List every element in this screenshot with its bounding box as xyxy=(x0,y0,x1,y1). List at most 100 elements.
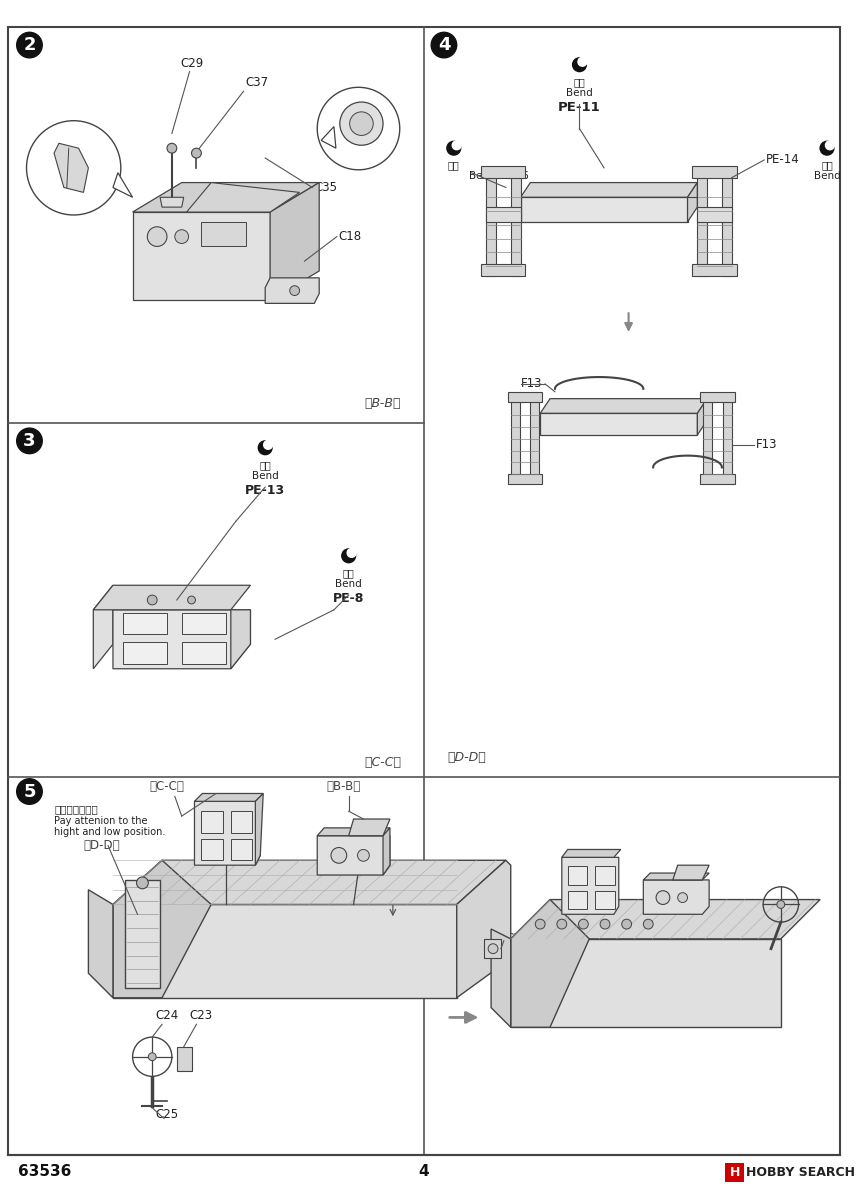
Text: 《D-D》: 《D-D》 xyxy=(447,751,486,763)
Polygon shape xyxy=(88,889,113,997)
Polygon shape xyxy=(177,1046,192,1072)
Text: PE-11: PE-11 xyxy=(558,101,601,114)
Text: Bend: Bend xyxy=(566,89,593,98)
Polygon shape xyxy=(688,182,697,222)
Circle shape xyxy=(578,58,587,66)
Text: F13: F13 xyxy=(756,438,778,451)
Circle shape xyxy=(452,140,461,150)
Text: PE-14: PE-14 xyxy=(766,154,800,167)
Circle shape xyxy=(656,890,670,905)
Polygon shape xyxy=(194,793,263,802)
Circle shape xyxy=(557,919,567,929)
Polygon shape xyxy=(595,890,614,910)
Polygon shape xyxy=(673,865,709,880)
Circle shape xyxy=(573,58,586,72)
Text: 弯曲: 弯曲 xyxy=(574,78,585,88)
Polygon shape xyxy=(540,413,697,434)
Circle shape xyxy=(167,143,177,154)
Circle shape xyxy=(600,919,610,929)
Polygon shape xyxy=(507,474,542,484)
Text: 弯曲: 弯曲 xyxy=(343,569,355,578)
Text: 弯曲: 弯曲 xyxy=(259,461,271,470)
Polygon shape xyxy=(230,839,252,860)
Text: C23: C23 xyxy=(190,1009,213,1022)
Circle shape xyxy=(357,850,369,862)
Polygon shape xyxy=(511,168,520,276)
Polygon shape xyxy=(484,938,501,959)
Text: C24: C24 xyxy=(155,1009,179,1022)
Polygon shape xyxy=(194,802,261,865)
Polygon shape xyxy=(349,820,390,835)
Circle shape xyxy=(342,548,356,563)
Polygon shape xyxy=(457,860,511,997)
Circle shape xyxy=(187,596,195,604)
Polygon shape xyxy=(568,866,588,884)
Polygon shape xyxy=(540,398,707,413)
Circle shape xyxy=(432,32,457,58)
Circle shape xyxy=(643,919,653,929)
Polygon shape xyxy=(161,197,184,208)
Polygon shape xyxy=(113,860,211,997)
Circle shape xyxy=(192,148,201,158)
Circle shape xyxy=(258,440,272,455)
Text: 弯曲: 弯曲 xyxy=(821,160,833,170)
Circle shape xyxy=(820,142,834,155)
Polygon shape xyxy=(700,474,734,484)
Circle shape xyxy=(16,779,42,804)
Polygon shape xyxy=(692,166,737,178)
Text: A1: A1 xyxy=(407,874,423,887)
Polygon shape xyxy=(511,394,520,482)
Circle shape xyxy=(340,102,383,145)
Text: Bend: Bend xyxy=(336,580,362,589)
Polygon shape xyxy=(511,900,589,1027)
Polygon shape xyxy=(123,613,167,635)
Circle shape xyxy=(148,1052,156,1061)
Circle shape xyxy=(621,919,632,929)
Circle shape xyxy=(777,900,784,908)
Text: Bend: Bend xyxy=(252,472,279,481)
Polygon shape xyxy=(113,173,133,197)
Circle shape xyxy=(290,286,299,295)
Circle shape xyxy=(450,142,461,151)
Text: C35: C35 xyxy=(314,181,337,194)
Polygon shape xyxy=(520,182,697,197)
Polygon shape xyxy=(482,264,526,276)
Polygon shape xyxy=(491,929,511,1027)
Polygon shape xyxy=(113,610,250,668)
Text: 2: 2 xyxy=(23,36,35,54)
Text: HOBBY SEARCH: HOBBY SEARCH xyxy=(746,1166,855,1180)
Circle shape xyxy=(347,548,356,557)
Polygon shape xyxy=(700,391,734,402)
Text: 《C-C》: 《C-C》 xyxy=(364,756,401,768)
Polygon shape xyxy=(643,874,709,880)
Circle shape xyxy=(488,943,498,954)
Polygon shape xyxy=(511,900,820,938)
Polygon shape xyxy=(123,642,167,664)
Polygon shape xyxy=(113,860,506,905)
Polygon shape xyxy=(182,642,226,664)
Text: 注意高低位置。: 注意高低位置。 xyxy=(54,804,98,815)
Polygon shape xyxy=(270,182,319,300)
Polygon shape xyxy=(133,182,319,212)
Text: PE-8: PE-8 xyxy=(333,592,364,605)
Circle shape xyxy=(578,919,589,929)
Text: 《B-B》: 《B-B》 xyxy=(365,397,401,410)
Polygon shape xyxy=(265,278,319,304)
Polygon shape xyxy=(643,880,709,914)
Circle shape xyxy=(16,428,42,454)
Text: hight and low position.: hight and low position. xyxy=(54,827,166,836)
Text: 《C-C》: 《C-C》 xyxy=(149,780,185,793)
Polygon shape xyxy=(230,610,250,668)
Circle shape xyxy=(175,229,189,244)
Polygon shape xyxy=(562,850,620,857)
Text: 63536: 63536 xyxy=(17,1164,71,1180)
Polygon shape xyxy=(93,586,113,668)
Circle shape xyxy=(16,32,42,58)
Circle shape xyxy=(331,847,347,863)
Circle shape xyxy=(136,877,148,889)
Circle shape xyxy=(677,893,688,902)
Circle shape xyxy=(447,142,461,155)
Circle shape xyxy=(148,595,157,605)
Polygon shape xyxy=(113,905,457,997)
Text: Pay attenion to the: Pay attenion to the xyxy=(54,816,148,826)
